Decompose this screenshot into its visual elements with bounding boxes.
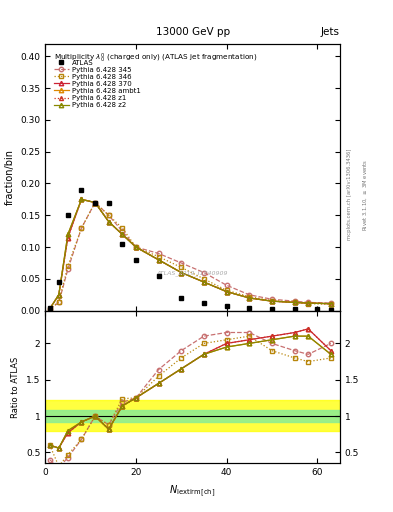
X-axis label: $N_{\mathrm{lextirm[ch]}}$: $N_{\mathrm{lextirm[ch]}}$ bbox=[169, 483, 216, 499]
Text: Multiplicity $\lambda_{0}^{0}$ (charged only) (ATLAS jet fragmentation): Multiplicity $\lambda_{0}^{0}$ (charged … bbox=[54, 52, 257, 65]
Legend: ATLAS, Pythia 6.428 345, Pythia 6.428 346, Pythia 6.428 370, Pythia 6.428 ambt1,: ATLAS, Pythia 6.428 345, Pythia 6.428 34… bbox=[51, 58, 143, 110]
Y-axis label: fraction/bin: fraction/bin bbox=[5, 149, 15, 205]
Y-axis label: Ratio to ATLAS: Ratio to ATLAS bbox=[11, 356, 20, 418]
Text: ATLAS_2019_I1740909: ATLAS_2019_I1740909 bbox=[157, 270, 228, 276]
Text: Jets: Jets bbox=[321, 27, 340, 37]
Text: mcplots.cern.ch [arXiv:1306.3436]: mcplots.cern.ch [arXiv:1306.3436] bbox=[347, 149, 352, 240]
Text: Rivet 3.1.10, $\geq$ 3M events: Rivet 3.1.10, $\geq$ 3M events bbox=[362, 158, 369, 231]
Text: 13000 GeV pp: 13000 GeV pp bbox=[156, 27, 230, 37]
